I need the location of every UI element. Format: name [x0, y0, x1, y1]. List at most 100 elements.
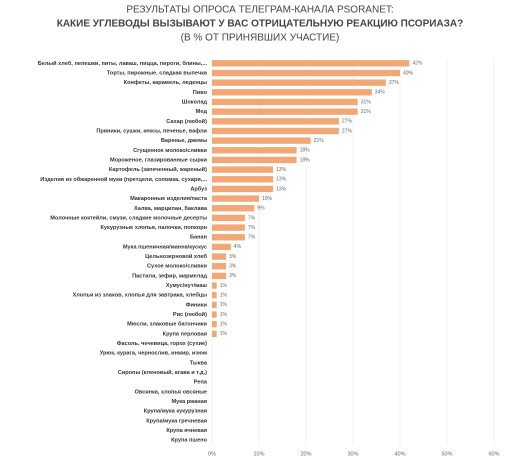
- category-label: Фасоль, чечевица, горох (сухие): [117, 341, 207, 347]
- x-tick-label: 60%: [488, 451, 499, 457]
- value-label: 37%: [389, 80, 400, 86]
- chart-subtitle: КАКИЕ УГЛЕВОДЫ ВЫЗЫВАЮТ У ВАС ОТРИЦАТЕЛЬ…: [57, 19, 464, 30]
- value-label: 34%: [375, 90, 386, 96]
- bar: [212, 118, 339, 125]
- category-label: Крупа/мука кукурузная: [144, 409, 207, 415]
- category-label: Макаронные изделия/паста: [130, 196, 208, 202]
- category-label: Тыква: [190, 360, 208, 366]
- category-label: Молочные коктейли, смузи, сладкие молочн…: [50, 214, 207, 221]
- bar: [212, 311, 217, 318]
- category-label: Сухое молоко/сливки: [147, 264, 208, 270]
- value-label: 1%: [220, 322, 228, 328]
- bar: [212, 147, 297, 154]
- category-label: Финики: [186, 302, 208, 308]
- category-label: Урюк, курага, чернослив, инжир, изюм: [100, 351, 207, 357]
- bar: [212, 272, 227, 280]
- value-label: 13%: [276, 177, 287, 183]
- category-label: Крупа/мука гречневая: [146, 418, 207, 424]
- bar: [212, 243, 231, 251]
- category-label: Изделия из обжаренной муки (претцели, со…: [40, 176, 207, 183]
- bar: [212, 301, 217, 309]
- value-label: 1%: [220, 283, 228, 289]
- bar: [212, 166, 274, 173]
- value-label: 1%: [220, 293, 228, 299]
- value-label: 9%: [257, 206, 265, 212]
- x-tick-label: 30%: [347, 451, 358, 457]
- bar: [212, 195, 259, 202]
- bar: [212, 98, 358, 106]
- category-label: Рис (любой): [173, 311, 207, 318]
- value-label: 27%: [342, 119, 353, 125]
- category-label: Сиропы (кленовый, агава и т.д.): [118, 369, 207, 376]
- category-label: Овсянка, хлопья овсяные: [135, 389, 207, 395]
- value-label: 7%: [248, 225, 256, 231]
- value-label: 18%: [300, 157, 311, 163]
- category-label: Сгущенное молоко/сливки: [133, 148, 207, 154]
- bar: [212, 185, 274, 193]
- value-label: 1%: [220, 302, 228, 308]
- category-label: Арбуз: [190, 185, 207, 192]
- value-label: 3%: [229, 254, 237, 260]
- bar: [212, 234, 245, 241]
- value-label: 13%: [276, 167, 287, 173]
- category-label: Кукурузные хлопья, палочки, попкорн: [101, 225, 208, 231]
- category-label: Шоколад: [182, 99, 208, 105]
- x-tick-label: 40%: [394, 451, 405, 457]
- category-label: Крупа пшено: [171, 438, 207, 444]
- bar: [212, 214, 245, 222]
- bar: [212, 69, 400, 77]
- bar: [212, 127, 339, 135]
- x-tick-label: 10%: [253, 451, 264, 457]
- bar: [212, 156, 297, 164]
- category-label: Мюсли, злаковые батончики: [127, 321, 207, 328]
- category-label: Сахар (любой): [166, 118, 207, 125]
- category-label: Картофель (запеченный, жареный): [109, 166, 207, 173]
- bar: [212, 205, 255, 212]
- category-label: Репа: [194, 380, 208, 386]
- category-label: Крупа перловая: [163, 331, 207, 337]
- category-label: Мед: [196, 109, 208, 115]
- value-label: 42%: [412, 61, 423, 67]
- value-label: 31%: [361, 99, 372, 105]
- bar: [212, 292, 217, 299]
- bar: [212, 108, 358, 115]
- x-tick-label: 0%: [208, 451, 216, 457]
- value-label: 31%: [361, 109, 372, 115]
- bar: [212, 89, 372, 96]
- category-label: Конфеты, карамель, леденцы: [124, 79, 208, 86]
- category-label: Пиво: [193, 90, 208, 96]
- value-label: 3%: [229, 273, 237, 279]
- chart-note: (В % ОТ ПРИНЯВШИХ УЧАСТИЕ): [181, 33, 340, 44]
- bar: [212, 60, 410, 67]
- bar: [212, 282, 217, 289]
- category-label: Банан: [190, 235, 207, 241]
- bar: [212, 79, 386, 86]
- value-label: 1%: [220, 331, 228, 337]
- bar: [212, 137, 311, 144]
- x-tick-label: 20%: [300, 451, 311, 457]
- category-label: Варенье, джемы: [161, 138, 207, 144]
- value-label: 13%: [276, 186, 287, 192]
- category-label: Хлопья из злаков, хлопья для завтрака, х…: [73, 292, 208, 299]
- category-label: Хумус/нут/маш: [166, 283, 207, 289]
- bar: [212, 253, 227, 260]
- bar: [212, 224, 245, 231]
- category-label: Цельнозерновой хлеб: [145, 253, 207, 260]
- category-label: Мука пшеничная/манна/кускус: [123, 244, 207, 250]
- chart-title: РЕЗУЛЬТАТЫ ОПРОСА ТЕЛЕГРАМ-КАНАЛА PSORAN…: [126, 5, 393, 16]
- category-label: Пряники, сушки, кексы, печенье, вафли: [96, 127, 207, 134]
- bar: [212, 321, 217, 328]
- category-label: Торты, пирожные, сладкая выпечка: [107, 70, 208, 76]
- value-label: 3%: [229, 264, 237, 270]
- value-label: 18%: [300, 148, 311, 154]
- value-label: 10%: [262, 196, 273, 202]
- category-label: Пастила, зефир, мармелад: [132, 272, 207, 279]
- value-label: 7%: [248, 215, 256, 221]
- value-label: 21%: [314, 138, 325, 144]
- bar: [212, 176, 274, 183]
- value-label: 40%: [403, 70, 414, 76]
- value-label: 27%: [342, 128, 353, 134]
- x-tick-label: 50%: [441, 451, 452, 457]
- category-label: Мороженое, глазированные сырки: [110, 157, 208, 163]
